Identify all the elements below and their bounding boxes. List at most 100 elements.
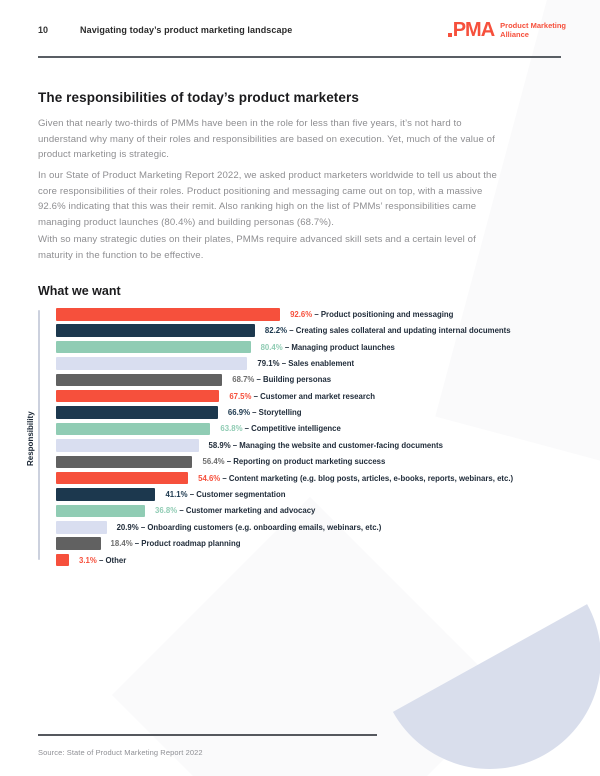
bar-label: – Storytelling	[250, 408, 302, 418]
bar-value: 63.8%	[220, 424, 243, 434]
bar	[56, 422, 211, 436]
bar	[56, 324, 255, 337]
bar-label: – Product positioning and messaging	[312, 309, 454, 319]
bar-row: 82.2% – Creating sales collateral and up…	[56, 324, 513, 337]
bar-value: 54.6%	[198, 473, 221, 483]
bar-label: – Sales enablement	[279, 358, 355, 368]
bar-row: 54.6% – Content marketing (e.g. blog pos…	[56, 471, 513, 485]
bar	[56, 406, 218, 419]
bar-row: 67.5% – Customer and market research	[56, 389, 513, 403]
bar-label: – Product roadmap planning	[132, 539, 241, 549]
bar-text: 56.4% – Reporting on product marketing s…	[202, 457, 385, 466]
page-number: 10	[38, 25, 49, 35]
bar-value: 3.1%	[79, 555, 97, 565]
y-axis-line	[38, 310, 40, 560]
bar-value: 82.2%	[264, 326, 288, 336]
bar	[56, 553, 69, 567]
bar-row: 92.6% – Product positioning and messagin…	[56, 308, 513, 321]
bar-row: 63.8% – Competitive intelligence	[56, 422, 513, 436]
bar-text: 68.7% – Building personas	[232, 375, 331, 384]
bar-text: 3.1% – Other	[79, 556, 126, 565]
bar-label: – Building personas	[254, 375, 332, 385]
section-title: The responsibilities of today’s product …	[38, 90, 359, 105]
bar-value: 79.1%	[257, 358, 280, 368]
bar-text: 63.8% – Competitive intelligence	[220, 424, 340, 433]
pma-logo-wordmark: Product Marketing Alliance	[500, 21, 566, 39]
bar-value: 20.9%	[116, 522, 139, 532]
bar-chart: Responsibility 92.6% – Product positioni…	[26, 308, 513, 570]
bar-value: 80.4%	[260, 342, 283, 352]
footer-divider	[38, 734, 377, 736]
bar-row: 68.7% – Building personas	[56, 373, 513, 387]
bar-value: 41.1%	[165, 490, 188, 500]
bar-row: 80.4% – Managing product launches	[56, 340, 513, 354]
bar	[56, 389, 220, 403]
bar-label: – Content marketing (e.g. blog posts, ar…	[220, 473, 514, 483]
bar	[56, 340, 251, 354]
bar-row: 18.4% – Product roadmap planning	[56, 537, 513, 550]
bar-label: – Customer and market research	[251, 391, 375, 401]
running-title: Navigating today’s product marketing lan…	[80, 25, 293, 35]
bar-value: 58.9%	[208, 440, 231, 450]
bar-value: 92.6%	[290, 309, 313, 319]
bar	[56, 504, 146, 518]
bar-value: 18.4%	[110, 539, 133, 549]
pma-logo-dot-icon	[447, 33, 452, 37]
bar-value: 67.5%	[229, 391, 252, 401]
bar-row: 36.8% – Customer marketing and advocacy	[56, 504, 513, 518]
bar-value: 66.9%	[227, 408, 250, 418]
bar-label: – Managing product launches	[282, 342, 395, 352]
bar-value: 56.4%	[202, 457, 225, 467]
bar-text: 18.4% – Product roadmap planning	[111, 539, 241, 548]
paragraph-1: Given that nearly two-thirds of PMMs hav…	[38, 118, 495, 161]
bar-label: – Creating sales collateral and updating…	[287, 326, 511, 336]
page-header: 10 Navigating today’s product marketing …	[38, 20, 566, 40]
bar-row: 56.4% – Reporting on product marketing s…	[56, 455, 513, 469]
bar	[56, 439, 199, 452]
bar-row: 41.1% – Customer segmentation	[56, 488, 513, 501]
chart-title: What we want	[38, 284, 121, 298]
bar-text: 36.8% – Customer marketing and advocacy	[155, 506, 315, 515]
bar-label: – Competitive intelligence	[242, 424, 341, 434]
bar	[56, 537, 101, 550]
bar-text: 58.9% – Managing the website and custome…	[209, 441, 443, 450]
bar	[56, 308, 281, 321]
bar-text: 82.2% – Creating sales collateral and up…	[265, 326, 511, 335]
bar-text: 20.9% – Onboarding customers (e.g. onboa…	[117, 523, 382, 532]
bar	[56, 471, 189, 485]
pma-logo-letters: PMA	[452, 19, 495, 41]
bar-label: – Other	[96, 555, 127, 565]
bar-row: 58.9% – Managing the website and custome…	[56, 439, 513, 452]
bar-text: 54.6% – Content marketing (e.g. blog pos…	[198, 474, 513, 483]
bar	[56, 357, 248, 370]
bar-label: – Reporting on product marketing success	[224, 457, 386, 467]
bar-text: 41.1% – Customer segmentation	[165, 490, 285, 499]
bar-text: 66.9% – Storytelling	[228, 408, 302, 417]
bar-text: 67.5% – Customer and market research	[229, 392, 375, 401]
bar-label: – Managing the website and customer-faci…	[230, 440, 443, 450]
pma-logo-line1: Product Marketing	[500, 21, 566, 30]
bar	[56, 455, 193, 469]
pma-logo: PMA Product Marketing Alliance	[447, 19, 566, 41]
bar-value: 36.8%	[155, 506, 178, 516]
bar-text: 80.4% – Managing product launches	[261, 343, 395, 352]
paragraph-2: In our State of Product Marketing Report…	[38, 170, 497, 228]
pma-logo-mark: PMA	[447, 19, 495, 41]
bar-row: 66.9% – Storytelling	[56, 406, 513, 419]
bar-label: – Customer marketing and advocacy	[177, 506, 316, 516]
paragraph-3: With so many strategic duties on their p…	[38, 234, 476, 261]
bar-row: 3.1% – Other	[56, 553, 513, 567]
bar	[56, 521, 107, 534]
bar	[56, 488, 156, 501]
bar-row: 20.9% – Onboarding customers (e.g. onboa…	[56, 521, 513, 534]
header-divider	[38, 56, 561, 58]
pma-logo-line2: Alliance	[500, 30, 529, 39]
bar-text: 79.1% – Sales enablement	[257, 359, 354, 368]
bar-label: – Onboarding customers (e.g. onboarding …	[138, 522, 382, 532]
bar-row: 79.1% – Sales enablement	[56, 357, 513, 370]
y-axis-label: Responsibility	[26, 411, 35, 467]
bar	[56, 373, 223, 387]
bar-value: 68.7%	[232, 375, 255, 385]
bar-label: – Customer segmentation	[187, 490, 286, 500]
